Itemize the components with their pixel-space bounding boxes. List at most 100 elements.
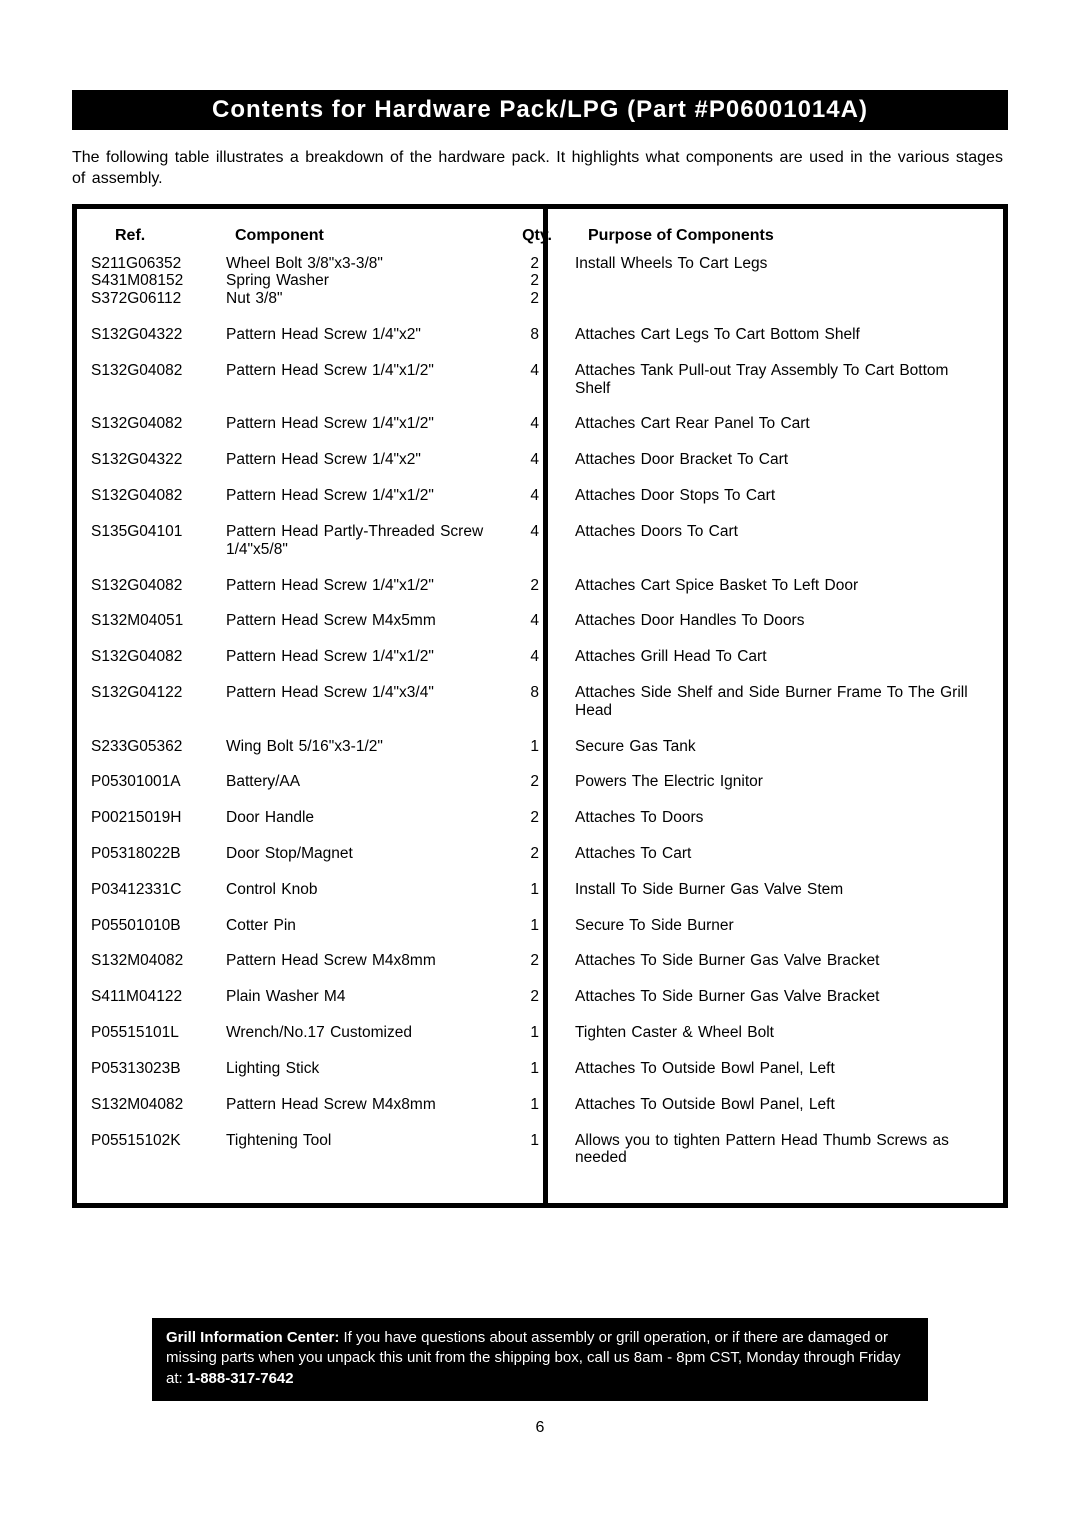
cell-component: Tightening Tool (226, 1132, 511, 1150)
cell-purpose: Attaches Cart Spice Basket To Left Door (557, 577, 989, 595)
cell-ref: S132M04082 (91, 1096, 226, 1114)
cell-purpose: Allows you to tighten Pattern Head Thumb… (557, 1132, 989, 1168)
cell-qty: 2 (511, 809, 557, 827)
cell-ref: S132G04322 (91, 451, 226, 469)
cell-component: Wing Bolt 5/16"x3-1/2" (226, 738, 511, 756)
cell-purpose: Secure Gas Tank (557, 738, 989, 756)
cell-component: Pattern Head Screw M4x5mm (226, 612, 511, 630)
table-row: S132G04322Pattern Head Screw 1/4"x2"8Att… (91, 326, 989, 344)
cell-purpose: Attaches Side Shelf and Side Burner Fram… (557, 684, 989, 720)
cell-ref: S132G04082 (91, 648, 226, 666)
cell-ref: S132G04082 (91, 362, 226, 380)
cell-ref: S132G04122 (91, 684, 226, 702)
cell-component: Pattern Head Screw 1/4"x1/2" (226, 362, 511, 380)
cell-ref: P05501010B (91, 917, 226, 935)
cell-ref: P05318022B (91, 845, 226, 863)
table-row: S411M04122Plain Washer M42Attaches To Si… (91, 988, 989, 1006)
cell-component: Door Handle (226, 809, 511, 827)
info-phone: 1-888-317-7642 (187, 1370, 294, 1387)
hardware-table: Ref. Component Qty. Purpose of Component… (72, 204, 1008, 1209)
table-row: P05318022BDoor Stop/Magnet2Attaches To C… (91, 845, 989, 863)
cell-ref: S132M04051 (91, 612, 226, 630)
cell-purpose: Install To Side Burner Gas Valve Stem (557, 881, 989, 899)
cell-component: Lighting Stick (226, 1060, 511, 1078)
cell-qty: 4 (511, 451, 557, 469)
cell-component: Pattern Head Screw 1/4"x1/2" (226, 648, 511, 666)
table-row: S132M04082Pattern Head Screw M4x8mm2Atta… (91, 952, 989, 970)
cell-purpose: Secure To Side Burner (557, 917, 989, 935)
cell-qty: 222 (511, 255, 557, 308)
cell-ref: S132M04082 (91, 952, 226, 970)
cell-qty: 4 (511, 362, 557, 380)
table-row: P05313023BLighting Stick1Attaches To Out… (91, 1060, 989, 1078)
cell-qty: 4 (511, 487, 557, 505)
cell-purpose: Attaches To Outside Bowl Panel, Left (557, 1060, 989, 1078)
cell-purpose: Attaches To Outside Bowl Panel, Left (557, 1096, 989, 1114)
cell-qty: 4 (511, 523, 557, 541)
table-row: S135G04101Pattern Head Partly-Threaded S… (91, 523, 989, 559)
cell-qty: 2 (511, 577, 557, 595)
cell-ref: S135G04101 (91, 523, 226, 541)
header-ref: Ref. (115, 227, 235, 245)
table-row: P05515101LWrench/No.17 Customized1Tighte… (91, 1024, 989, 1042)
cell-ref: P05313023B (91, 1060, 226, 1078)
table-row: S132M04082Pattern Head Screw M4x8mm1Atta… (91, 1096, 989, 1114)
cell-component: Wheel Bolt 3/8"x3-3/8"Spring WasherNut 3… (226, 255, 511, 308)
cell-ref: S132G04082 (91, 415, 226, 433)
cell-ref: P05515102K (91, 1132, 226, 1150)
cell-qty: 1 (511, 1132, 557, 1150)
cell-ref: P00215019H (91, 809, 226, 827)
cell-ref: S132G04322 (91, 326, 226, 344)
table-vertical-divider (543, 209, 548, 1204)
cell-purpose: Attaches Doors To Cart (557, 523, 989, 541)
cell-component: Battery/AA (226, 773, 511, 791)
cell-purpose: Attaches Cart Rear Panel To Cart (557, 415, 989, 433)
table-row: P05515102KTightening Tool1Allows you to … (91, 1132, 989, 1168)
cell-ref: S132G04082 (91, 577, 226, 595)
header-component: Component (235, 227, 520, 245)
page-number: 6 (72, 1419, 1008, 1437)
cell-qty: 1 (511, 917, 557, 935)
cell-qty: 2 (511, 845, 557, 863)
cell-component: Wrench/No.17 Customized (226, 1024, 511, 1042)
cell-component: Pattern Head Screw 1/4"x1/2" (226, 487, 511, 505)
cell-ref: S132G04082 (91, 487, 226, 505)
cell-qty: 1 (511, 738, 557, 756)
cell-component: Pattern Head Partly-Threaded Screw 1/4"x… (226, 523, 511, 559)
table-row: P03412331CControl Knob1Install To Side B… (91, 881, 989, 899)
info-box: Grill Information Center: If you have qu… (152, 1318, 928, 1401)
cell-purpose: Attaches To Doors (557, 809, 989, 827)
cell-qty: 4 (511, 648, 557, 666)
table-row: S132M04051Pattern Head Screw M4x5mm4Atta… (91, 612, 989, 630)
table-row: S132G04082Pattern Head Screw 1/4"x1/2"4A… (91, 362, 989, 398)
cell-ref: S411M04122 (91, 988, 226, 1006)
cell-purpose: Attaches To Side Burner Gas Valve Bracke… (557, 988, 989, 1006)
cell-component: Pattern Head Screw 1/4"x2" (226, 451, 511, 469)
table-row: P05501010BCotter Pin1Secure To Side Burn… (91, 917, 989, 935)
cell-component: Pattern Head Screw M4x8mm (226, 1096, 511, 1114)
cell-purpose: Attaches Grill Head To Cart (557, 648, 989, 666)
intro-paragraph: The following table illustrates a breakd… (72, 148, 1008, 190)
table-row: S132G04122Pattern Head Screw 1/4"x3/4"8A… (91, 684, 989, 720)
table-row: P05301001ABattery/AA2Powers The Electric… (91, 773, 989, 791)
cell-ref: P05515101L (91, 1024, 226, 1042)
cell-qty: 1 (511, 1024, 557, 1042)
cell-component: Cotter Pin (226, 917, 511, 935)
cell-qty: 8 (511, 326, 557, 344)
cell-purpose: Attaches To Cart (557, 845, 989, 863)
table-row: S233G05362Wing Bolt 5/16"x3-1/2"1Secure … (91, 738, 989, 756)
table-row: S132G04082Pattern Head Screw 1/4"x1/2"4A… (91, 487, 989, 505)
cell-ref: P05301001A (91, 773, 226, 791)
cell-component: Pattern Head Screw 1/4"x2" (226, 326, 511, 344)
cell-ref: S233G05362 (91, 738, 226, 756)
table-row: S132G04082Pattern Head Screw 1/4"x1/2"4A… (91, 415, 989, 433)
cell-ref: S211G06352S431M08152S372G06112 (91, 255, 226, 308)
cell-component: Pattern Head Screw 1/4"x3/4" (226, 684, 511, 702)
cell-purpose: Attaches Door Handles To Doors (557, 612, 989, 630)
cell-component: Pattern Head Screw 1/4"x1/2" (226, 415, 511, 433)
table-row: S211G06352S431M08152S372G06112Wheel Bolt… (91, 255, 989, 308)
header-purpose: Purpose of Components (570, 227, 989, 245)
cell-qty: 4 (511, 612, 557, 630)
cell-component: Pattern Head Screw M4x8mm (226, 952, 511, 970)
page-title-bar: Contents for Hardware Pack/LPG (Part #P0… (72, 90, 1008, 130)
